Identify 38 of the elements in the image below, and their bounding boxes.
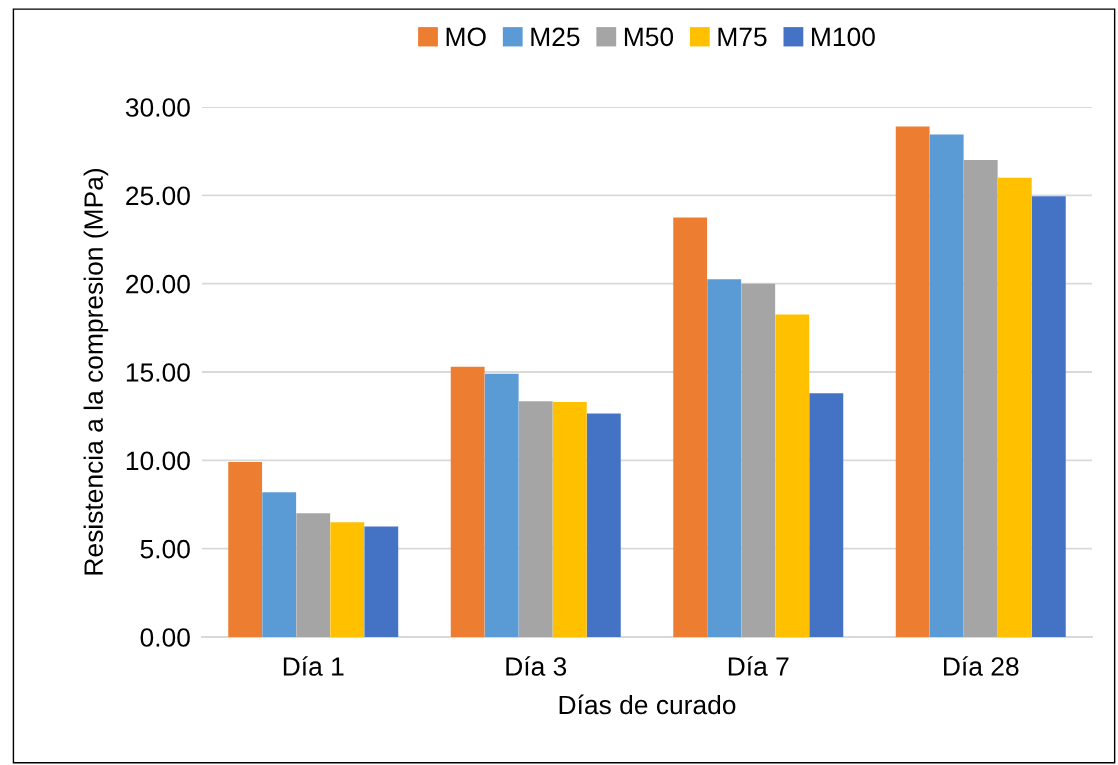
y-axis-title: Resistencia a la compresion (MPa): [83, 169, 109, 575]
y-tick-label: 10.00: [126, 451, 190, 471]
legend-label: MO: [446, 27, 486, 47]
bar: [518, 401, 553, 637]
x-tick-label: Día 28: [944, 656, 1019, 676]
bar: [296, 513, 331, 637]
x-tick-label: Día 1: [283, 656, 344, 676]
bar: [262, 492, 297, 637]
legend-label: M25: [531, 27, 580, 47]
bar: [586, 413, 621, 637]
bar: [741, 283, 776, 637]
bar: [673, 217, 708, 637]
bar: [997, 177, 1032, 637]
bar: [364, 526, 399, 637]
y-tick-label: 5.00: [140, 539, 190, 559]
bar: [895, 126, 930, 637]
bar: [929, 134, 964, 637]
x-axis-title: Días de curado: [559, 694, 736, 715]
bar: [963, 160, 998, 637]
y-tick-label: 20.00: [126, 274, 190, 294]
y-tick-label: 30.00: [125, 98, 190, 117]
bar: [707, 279, 742, 637]
legend-label: M100: [812, 27, 875, 47]
bar: [484, 373, 519, 637]
bar: [330, 522, 365, 637]
bar: [228, 462, 263, 637]
y-tick-label: 25.00: [126, 186, 190, 206]
legend-label: M50: [624, 27, 674, 47]
bar: [1031, 196, 1066, 637]
bar: [450, 366, 485, 637]
bar: [775, 314, 810, 637]
legend-label: M75: [718, 27, 767, 47]
bar: [809, 393, 844, 637]
x-tick-label: Día 7: [728, 656, 789, 676]
y-tick-label: 15.00: [126, 363, 190, 382]
bar: [552, 402, 587, 637]
y-tick-label: 0.00: [140, 628, 190, 647]
x-tick-label: Día 3: [506, 656, 567, 676]
